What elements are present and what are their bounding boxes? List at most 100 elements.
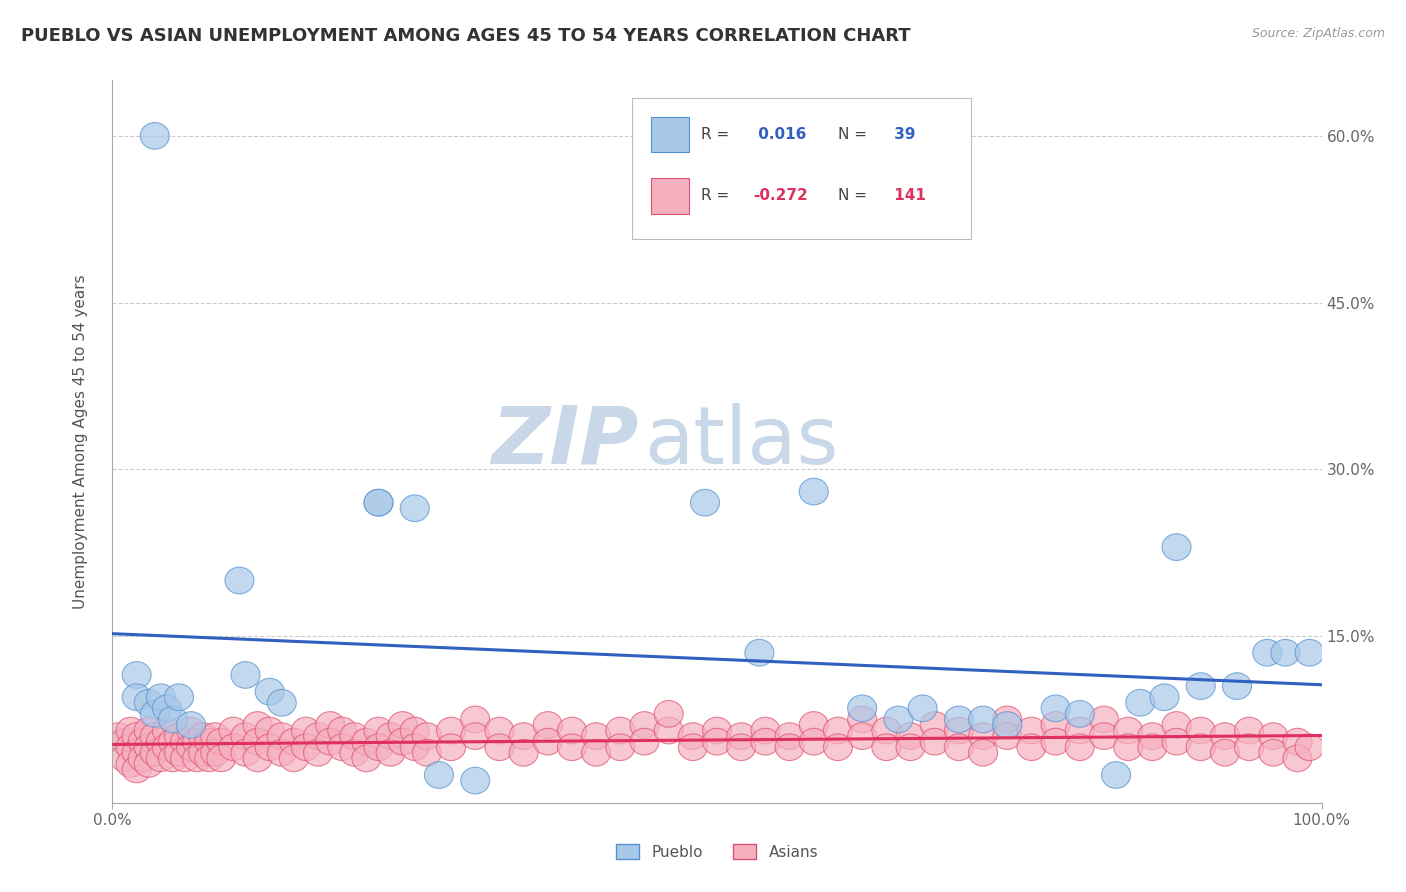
Ellipse shape — [146, 684, 176, 711]
Ellipse shape — [824, 734, 852, 761]
Ellipse shape — [703, 717, 731, 744]
Ellipse shape — [315, 712, 344, 739]
Ellipse shape — [872, 717, 901, 744]
Ellipse shape — [1040, 712, 1070, 739]
Ellipse shape — [1101, 762, 1130, 789]
Ellipse shape — [1234, 734, 1264, 761]
FancyBboxPatch shape — [633, 98, 972, 239]
Ellipse shape — [945, 717, 973, 744]
Ellipse shape — [1211, 739, 1240, 766]
Ellipse shape — [388, 712, 418, 739]
Ellipse shape — [824, 717, 852, 744]
Ellipse shape — [678, 723, 707, 749]
Ellipse shape — [799, 729, 828, 755]
Ellipse shape — [254, 678, 284, 705]
Ellipse shape — [177, 734, 205, 761]
Ellipse shape — [606, 734, 636, 761]
Ellipse shape — [654, 700, 683, 727]
Ellipse shape — [291, 734, 321, 761]
Ellipse shape — [751, 729, 780, 755]
Ellipse shape — [1090, 723, 1119, 749]
Ellipse shape — [1066, 717, 1094, 744]
Ellipse shape — [485, 734, 515, 761]
Ellipse shape — [122, 739, 152, 766]
Ellipse shape — [582, 723, 610, 749]
Ellipse shape — [727, 734, 756, 761]
Ellipse shape — [183, 745, 212, 772]
Ellipse shape — [1295, 640, 1324, 666]
Ellipse shape — [412, 723, 441, 749]
Ellipse shape — [146, 729, 176, 755]
Ellipse shape — [401, 734, 429, 761]
Ellipse shape — [461, 706, 489, 732]
Ellipse shape — [328, 734, 357, 761]
Ellipse shape — [141, 739, 169, 766]
Ellipse shape — [1253, 640, 1282, 666]
Ellipse shape — [304, 739, 333, 766]
Ellipse shape — [993, 706, 1022, 732]
Ellipse shape — [1017, 734, 1046, 761]
Ellipse shape — [352, 729, 381, 755]
Ellipse shape — [207, 729, 236, 755]
Ellipse shape — [509, 739, 538, 766]
Ellipse shape — [364, 734, 394, 761]
Ellipse shape — [945, 706, 973, 732]
Ellipse shape — [436, 717, 465, 744]
Ellipse shape — [557, 734, 586, 761]
Ellipse shape — [678, 734, 707, 761]
Y-axis label: Unemployment Among Ages 45 to 54 years: Unemployment Among Ages 45 to 54 years — [73, 274, 89, 609]
Ellipse shape — [425, 762, 454, 789]
Ellipse shape — [219, 734, 247, 761]
Ellipse shape — [219, 717, 247, 744]
Ellipse shape — [401, 717, 429, 744]
Text: PUEBLO VS ASIAN UNEMPLOYMENT AMONG AGES 45 TO 54 YEARS CORRELATION CHART: PUEBLO VS ASIAN UNEMPLOYMENT AMONG AGES … — [21, 27, 911, 45]
Text: R =: R = — [702, 188, 730, 203]
Ellipse shape — [1282, 729, 1312, 755]
Ellipse shape — [1271, 640, 1301, 666]
Ellipse shape — [352, 745, 381, 772]
Ellipse shape — [159, 745, 187, 772]
Ellipse shape — [146, 745, 176, 772]
FancyBboxPatch shape — [651, 117, 689, 153]
Ellipse shape — [134, 690, 163, 716]
Ellipse shape — [110, 745, 139, 772]
Ellipse shape — [703, 729, 731, 755]
Ellipse shape — [1114, 717, 1143, 744]
Ellipse shape — [117, 717, 145, 744]
Ellipse shape — [1258, 739, 1288, 766]
Ellipse shape — [280, 745, 308, 772]
Ellipse shape — [243, 712, 273, 739]
Ellipse shape — [340, 739, 368, 766]
Ellipse shape — [1150, 684, 1180, 711]
Ellipse shape — [375, 739, 405, 766]
Text: N =: N = — [838, 188, 868, 203]
Ellipse shape — [872, 734, 901, 761]
Ellipse shape — [170, 729, 200, 755]
Ellipse shape — [183, 729, 212, 755]
Ellipse shape — [1295, 734, 1324, 761]
Ellipse shape — [690, 490, 720, 516]
Ellipse shape — [461, 723, 489, 749]
Ellipse shape — [993, 712, 1022, 739]
Text: atlas: atlas — [644, 402, 839, 481]
Ellipse shape — [630, 729, 659, 755]
Ellipse shape — [254, 734, 284, 761]
Ellipse shape — [582, 739, 610, 766]
Ellipse shape — [201, 739, 229, 766]
Ellipse shape — [364, 490, 394, 516]
Ellipse shape — [280, 729, 308, 755]
Ellipse shape — [1222, 673, 1251, 699]
Ellipse shape — [177, 712, 205, 739]
Ellipse shape — [1161, 712, 1191, 739]
Text: Source: ZipAtlas.com: Source: ZipAtlas.com — [1251, 27, 1385, 40]
Text: 141: 141 — [889, 188, 925, 203]
Ellipse shape — [134, 734, 163, 761]
Ellipse shape — [267, 739, 297, 766]
Ellipse shape — [1187, 717, 1215, 744]
Ellipse shape — [1066, 700, 1094, 727]
Ellipse shape — [436, 734, 465, 761]
Ellipse shape — [745, 640, 773, 666]
Ellipse shape — [201, 723, 229, 749]
Ellipse shape — [533, 712, 562, 739]
Ellipse shape — [993, 723, 1022, 749]
